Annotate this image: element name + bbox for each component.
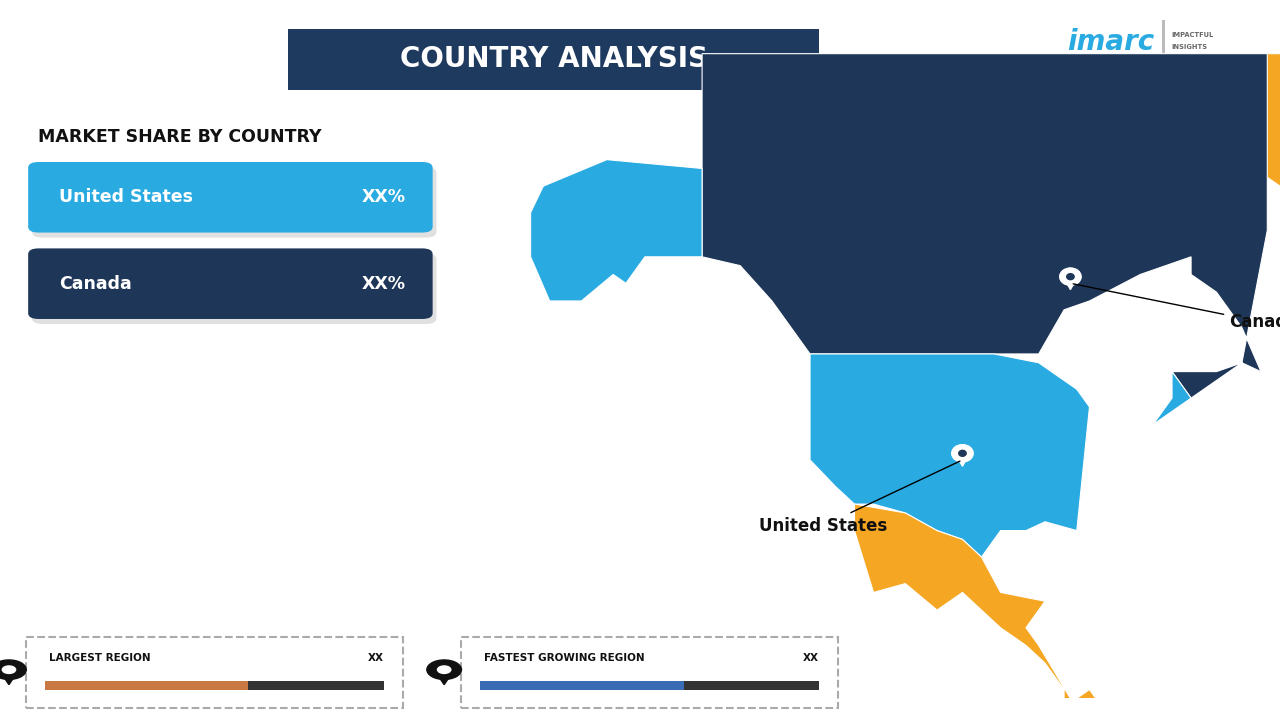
FancyBboxPatch shape xyxy=(461,637,838,708)
Text: imarc: imarc xyxy=(1068,28,1155,55)
FancyBboxPatch shape xyxy=(28,162,433,233)
Text: XX%: XX% xyxy=(362,274,406,292)
Bar xyxy=(480,681,819,690)
Polygon shape xyxy=(438,676,451,685)
Text: Canada: Canada xyxy=(1073,284,1280,331)
FancyBboxPatch shape xyxy=(288,29,819,90)
Circle shape xyxy=(0,660,27,680)
Text: COUNTRY ANALYSIS: COUNTRY ANALYSIS xyxy=(399,45,708,73)
Polygon shape xyxy=(531,160,701,301)
Bar xyxy=(45,681,248,690)
Circle shape xyxy=(959,450,966,456)
FancyBboxPatch shape xyxy=(32,253,436,324)
Text: United States: United States xyxy=(759,461,960,534)
Circle shape xyxy=(438,666,451,673)
Text: IMPACTFUL: IMPACTFUL xyxy=(1171,32,1213,37)
Text: LARGEST REGION: LARGEST REGION xyxy=(49,653,150,663)
Polygon shape xyxy=(855,504,1108,716)
Text: XX: XX xyxy=(804,653,819,663)
FancyBboxPatch shape xyxy=(26,637,403,708)
Polygon shape xyxy=(957,458,966,467)
Text: MARKET SHARE BY COUNTRY: MARKET SHARE BY COUNTRY xyxy=(38,127,321,145)
Circle shape xyxy=(426,660,462,680)
Polygon shape xyxy=(3,676,15,685)
Text: FASTEST GROWING REGION: FASTEST GROWING REGION xyxy=(484,653,644,663)
Circle shape xyxy=(3,666,15,673)
Text: XX%: XX% xyxy=(362,188,406,206)
Text: United States: United States xyxy=(59,188,193,206)
Bar xyxy=(1162,20,1166,58)
Text: XX: XX xyxy=(369,653,384,663)
Polygon shape xyxy=(701,54,1267,398)
Bar xyxy=(480,681,684,690)
FancyBboxPatch shape xyxy=(28,248,433,319)
FancyBboxPatch shape xyxy=(32,167,436,238)
Polygon shape xyxy=(1066,282,1075,289)
Text: INSIGHTS: INSIGHTS xyxy=(1171,44,1207,50)
Bar xyxy=(45,681,384,690)
Text: Canada: Canada xyxy=(59,274,132,292)
Circle shape xyxy=(1060,269,1080,285)
Polygon shape xyxy=(810,354,1192,557)
Circle shape xyxy=(952,445,973,462)
Circle shape xyxy=(1066,274,1074,279)
Polygon shape xyxy=(1134,54,1280,230)
